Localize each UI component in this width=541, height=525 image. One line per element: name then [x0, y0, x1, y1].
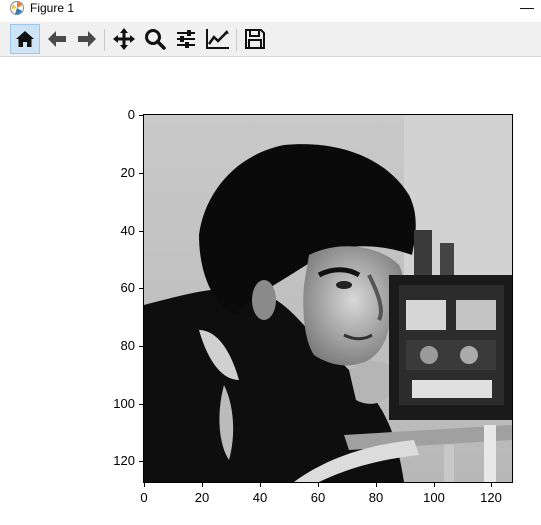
- matplotlib-app-icon: [10, 1, 24, 15]
- image-axes[interactable]: [143, 114, 513, 483]
- edit-curve-icon: [206, 29, 229, 49]
- y-tick-mark: [139, 404, 143, 405]
- pan-move-icon: [113, 28, 135, 50]
- window-title: Figure 1: [30, 1, 75, 15]
- x-tick-label: 80: [368, 490, 384, 505]
- y-tick-mark: [139, 461, 143, 462]
- forward-button[interactable]: [72, 24, 102, 54]
- home-icon: [16, 31, 34, 47]
- back-button[interactable]: [42, 24, 72, 54]
- x-tick-label: 60: [310, 490, 326, 505]
- y-tick-label: 40: [120, 223, 135, 238]
- navigation-toolbar: [0, 22, 541, 57]
- title-bar: Figure 1 —: [0, 0, 541, 22]
- y-tick-label: 0: [127, 107, 135, 122]
- y-tick-mark: [139, 115, 143, 116]
- x-tick-mark: [202, 483, 203, 487]
- zoom-magnifier-icon: [145, 29, 166, 50]
- configure-subplots-button[interactable]: [171, 24, 201, 54]
- cameraman-image: [144, 115, 512, 482]
- y-tick-mark: [139, 346, 143, 347]
- pan-button[interactable]: [109, 24, 139, 54]
- y-tick-mark: [139, 288, 143, 289]
- y-tick-mark: [139, 173, 143, 174]
- toolbar-separator: [104, 29, 105, 51]
- y-tick-label: 100: [113, 396, 135, 411]
- y-tick-mark: [139, 231, 143, 232]
- x-tick-label: 20: [194, 490, 210, 505]
- save-button[interactable]: [240, 24, 270, 54]
- x-tick-label: 0: [140, 490, 148, 505]
- x-tick-mark: [491, 483, 492, 487]
- forward-arrow-icon: [78, 31, 96, 47]
- y-tick-label: 60: [120, 280, 135, 295]
- toolbar-separator: [236, 29, 237, 51]
- x-tick-mark: [260, 483, 261, 487]
- x-tick-label: 40: [252, 490, 268, 505]
- x-tick-label: 100: [423, 490, 445, 505]
- x-tick-label: 120: [480, 490, 502, 505]
- y-tick-label: 20: [120, 165, 135, 180]
- x-tick-mark: [376, 483, 377, 487]
- minimize-button[interactable]: —: [520, 0, 534, 15]
- x-tick-mark: [144, 483, 145, 487]
- home-button[interactable]: [10, 24, 40, 54]
- x-tick-mark: [318, 483, 319, 487]
- x-tick-mark: [434, 483, 435, 487]
- edit-axis-button[interactable]: [203, 24, 233, 54]
- save-disk-icon: [245, 29, 265, 49]
- subplots-sliders-icon: [177, 30, 195, 48]
- y-tick-label: 120: [113, 453, 135, 468]
- y-tick-label: 80: [120, 338, 135, 353]
- back-arrow-icon: [48, 31, 66, 47]
- zoom-button[interactable]: [140, 24, 170, 54]
